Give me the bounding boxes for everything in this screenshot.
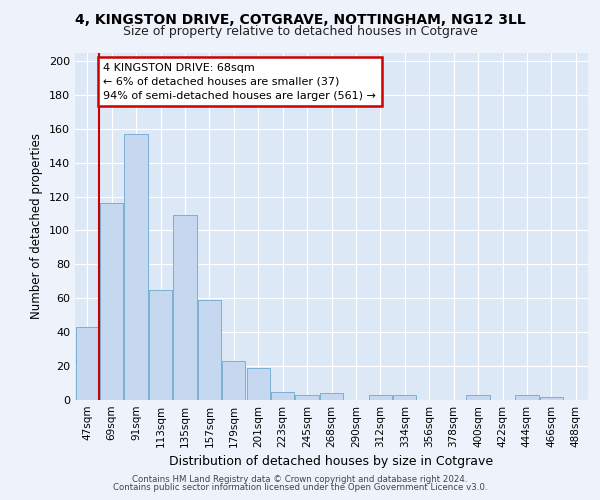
Bar bbox=[100, 204, 123, 400]
Bar bbox=[198, 300, 221, 400]
Text: 4 KINGSTON DRIVE: 68sqm
← 6% of detached houses are smaller (37)
94% of semi-det: 4 KINGSTON DRIVE: 68sqm ← 6% of detached… bbox=[103, 62, 376, 100]
Bar bbox=[540, 396, 563, 400]
Bar bbox=[295, 395, 319, 400]
Text: Contains HM Land Registry data © Crown copyright and database right 2024.: Contains HM Land Registry data © Crown c… bbox=[132, 475, 468, 484]
Text: 4, KINGSTON DRIVE, COTGRAVE, NOTTINGHAM, NG12 3LL: 4, KINGSTON DRIVE, COTGRAVE, NOTTINGHAM,… bbox=[74, 12, 526, 26]
Y-axis label: Number of detached properties: Number of detached properties bbox=[31, 133, 43, 320]
Bar bbox=[76, 327, 99, 400]
Text: Size of property relative to detached houses in Cotgrave: Size of property relative to detached ho… bbox=[122, 25, 478, 38]
Bar bbox=[320, 393, 343, 400]
Bar bbox=[271, 392, 294, 400]
Bar bbox=[393, 395, 416, 400]
Bar bbox=[369, 395, 392, 400]
Bar bbox=[173, 215, 197, 400]
Bar bbox=[515, 395, 539, 400]
Bar bbox=[222, 361, 245, 400]
Bar bbox=[124, 134, 148, 400]
Bar bbox=[149, 290, 172, 400]
X-axis label: Distribution of detached houses by size in Cotgrave: Distribution of detached houses by size … bbox=[169, 456, 494, 468]
Bar bbox=[466, 395, 490, 400]
Bar bbox=[247, 368, 270, 400]
Text: Contains public sector information licensed under the Open Government Licence v3: Contains public sector information licen… bbox=[113, 484, 487, 492]
